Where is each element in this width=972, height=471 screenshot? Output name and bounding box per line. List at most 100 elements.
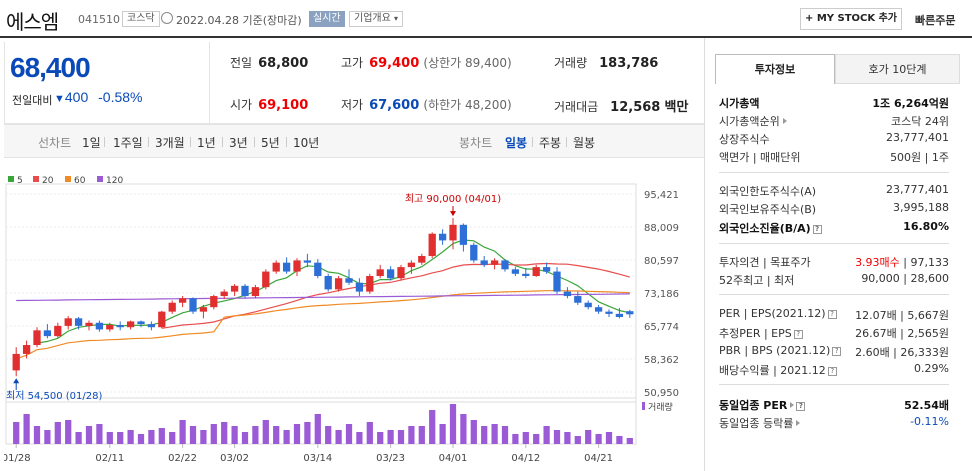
company-overview-dropdown[interactable]: 기업개요 ▾ xyxy=(349,11,404,27)
date-value: 2022.04.28 xyxy=(176,14,239,27)
divider xyxy=(190,137,191,147)
volume-bar xyxy=(179,420,186,444)
candlestick-chart[interactable]: 95,421 88,009 80,597 73,186 65,774 58,362 50,9… xyxy=(4,172,700,468)
invest-row-value: 3.93매수 | 97,133 xyxy=(855,254,949,270)
invest-row-label: PER | EPS(2021.12)? xyxy=(719,307,837,320)
quote-date: 2022.04.28 기준(장마감) xyxy=(176,12,302,28)
candle xyxy=(314,259,322,279)
volume: 거래량 183,786 xyxy=(554,54,658,71)
candle xyxy=(563,287,572,299)
invest-row: PER | EPS(2021.12)? 12.07배 | 5,667원 xyxy=(719,305,949,323)
caret-right-icon[interactable] xyxy=(796,420,801,426)
help-icon[interactable]: ? xyxy=(812,225,822,234)
date-basis: 기준(장마감) xyxy=(242,14,302,27)
candle xyxy=(366,273,374,294)
volume-bar xyxy=(522,432,529,444)
invest-row: 동일업종 PER? 52.54배 xyxy=(719,395,949,413)
candle-body xyxy=(449,224,457,241)
candle-body xyxy=(33,330,41,346)
caret-right-icon[interactable] xyxy=(782,118,787,124)
period-3m[interactable]: 3개월 xyxy=(155,136,185,150)
invest-row-value: 0.29% xyxy=(914,362,949,375)
invest-row-value: 26.67배 | 2,565원 xyxy=(855,325,949,341)
volume-bar xyxy=(314,414,321,444)
legend-label: 20 xyxy=(42,176,54,186)
period-10y[interactable]: 10년 xyxy=(293,136,320,150)
candle-body xyxy=(480,260,488,265)
candle xyxy=(147,321,156,331)
quick-order-button[interactable]: 빠른주문 xyxy=(915,14,956,27)
volume-bar xyxy=(512,434,519,444)
current-price: 68,400 xyxy=(10,52,91,83)
lower-limit: (하한가 48,200) xyxy=(423,98,512,112)
invest-row-label: 외국인보유주식수(B) xyxy=(719,203,817,216)
candle-body xyxy=(574,296,582,303)
volume-bar xyxy=(491,424,498,444)
my-stock-add-button[interactable]: + MY STOCK 추가 xyxy=(800,8,902,30)
down-triangle-icon: ▼ xyxy=(54,93,65,105)
invest-row-label: 외국인한도주식수(A) xyxy=(719,185,817,198)
candle-weekly[interactable]: 주봉 xyxy=(539,136,562,150)
period-1d[interactable]: 1일 xyxy=(82,136,101,150)
candle xyxy=(386,266,395,281)
period-1w[interactable]: 1주일 xyxy=(113,136,143,150)
candle-body xyxy=(345,278,353,283)
upper-limit: (상한가 89,400) xyxy=(423,56,512,70)
y-tick-label: 88,009 xyxy=(644,223,679,234)
divider xyxy=(209,42,210,124)
x-tick-label: 04/12 xyxy=(511,453,540,464)
x-tick-label: 02/22 xyxy=(168,453,197,464)
candle-body xyxy=(220,291,228,297)
candle-monthly[interactable]: 월봉 xyxy=(573,136,596,150)
volume-bar xyxy=(252,426,259,444)
candle-body xyxy=(158,311,166,328)
caret-right-icon[interactable] xyxy=(790,402,795,408)
high-label: 고가 xyxy=(341,56,364,70)
candle-body xyxy=(397,267,405,279)
period-3y[interactable]: 3년 xyxy=(229,136,248,150)
y-tick-label: 95,421 xyxy=(644,190,679,201)
volume-bar xyxy=(501,426,509,444)
line-chart-label[interactable]: 선차트 xyxy=(38,136,72,150)
invest-row-value-text: 0.29% xyxy=(914,362,949,375)
x-tick-label: 02/11 xyxy=(95,453,124,464)
candle xyxy=(210,294,218,310)
volume-bar xyxy=(293,424,301,444)
candle-chart-label[interactable]: 봉차트 xyxy=(459,136,493,150)
prev-close: 전일 68,800 xyxy=(230,54,308,71)
low-price: 저가 67,600 (하한가 48,200) xyxy=(341,96,512,113)
help-icon[interactable]: ? xyxy=(832,347,842,356)
help-icon[interactable]: ? xyxy=(827,310,837,319)
realtime-button[interactable]: 실시간 xyxy=(309,11,345,27)
invest-row-value-text: 23,777,401 xyxy=(886,183,949,196)
volume-bar xyxy=(75,432,82,444)
candle xyxy=(95,320,104,332)
divider xyxy=(719,384,949,385)
volume-bar xyxy=(241,432,249,444)
legend-label: 5 xyxy=(17,176,23,186)
volume-bar xyxy=(23,414,30,444)
volume-bar xyxy=(387,430,394,444)
volume-bar xyxy=(616,436,623,444)
period-1y[interactable]: 1년 xyxy=(197,136,216,150)
invest-row-value: 52.54배 xyxy=(904,397,949,413)
volume-bar xyxy=(543,426,550,444)
invest-row-value-text: -0.11% xyxy=(910,415,949,428)
help-icon[interactable]: ? xyxy=(793,330,803,339)
candle-body xyxy=(542,267,551,272)
candle-body xyxy=(366,276,374,292)
candle-body xyxy=(126,321,135,328)
x-tick-label: 03/14 xyxy=(303,453,332,464)
help-icon[interactable]: ? xyxy=(796,402,806,411)
candle-body xyxy=(230,285,239,292)
candle xyxy=(522,268,530,279)
candle-body xyxy=(418,255,426,263)
tab-invest-info[interactable]: 투자정보 xyxy=(715,54,835,84)
price-summary: 68,400 전일대비 ▼400 -0.58% 전일 68,800 고가 69,40… xyxy=(4,42,704,124)
period-5y[interactable]: 5년 xyxy=(261,136,280,150)
volume-bar xyxy=(574,436,581,444)
candle-body xyxy=(553,271,561,292)
help-icon[interactable]: ? xyxy=(827,367,837,376)
tab-order-book[interactable]: 호가 10단계 xyxy=(835,54,960,84)
candle-daily[interactable]: 일봉 xyxy=(505,136,528,150)
